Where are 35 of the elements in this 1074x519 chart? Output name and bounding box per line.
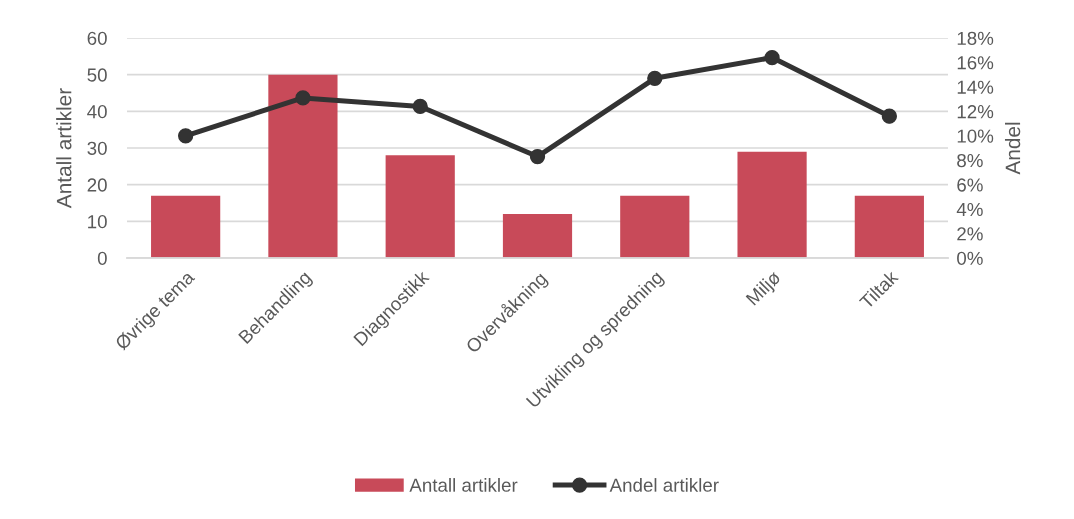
bar	[385, 155, 455, 258]
y-tick-label: 20	[87, 178, 107, 192]
y2-tick-label: 6%	[957, 178, 983, 192]
bar	[502, 214, 573, 258]
point	[881, 108, 897, 124]
y2-tick-label: 14%	[957, 80, 994, 94]
y2-axis-title: Andel	[1004, 122, 1021, 175]
y2-tick-label: 12%	[957, 105, 994, 119]
bar	[620, 195, 690, 258]
y2-tick-label: 18%	[957, 31, 994, 45]
y-tick-label: 50	[87, 68, 107, 82]
point	[529, 148, 546, 165]
point	[647, 70, 663, 86]
y-axis-title: Antall artikler	[56, 88, 72, 209]
y2-tick-label: 16%	[957, 56, 994, 70]
y2-tick-label: 8%	[957, 153, 983, 168]
y-tick-label: 60	[87, 31, 107, 45]
y2-tick-label: 4%	[956, 202, 983, 217]
y-tick-label: 0	[97, 251, 107, 265]
point	[295, 90, 311, 106]
bar	[854, 195, 924, 258]
bar	[737, 151, 807, 258]
y-tick-label: 10	[88, 215, 107, 229]
legend-label: Antall artikler	[409, 478, 518, 492]
point	[178, 128, 194, 144]
bar	[151, 195, 221, 258]
bar	[268, 74, 338, 258]
y2-tick-label: 10%	[957, 129, 994, 143]
y-tick-label: 30	[87, 141, 107, 155]
point	[412, 98, 428, 115]
y2-tick-label: 2%	[957, 227, 983, 241]
point	[764, 49, 780, 66]
y2-tick-label: 0%	[957, 251, 983, 265]
legend-label: Andel artikler	[609, 478, 719, 492]
y-tick-label: 40	[87, 105, 107, 119]
